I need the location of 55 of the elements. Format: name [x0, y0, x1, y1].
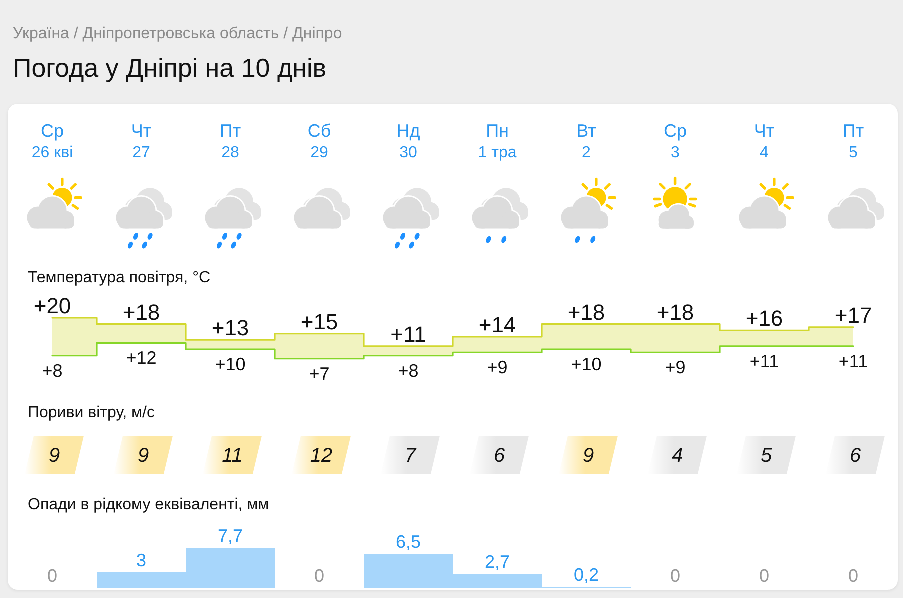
data-label: 9 — [138, 445, 150, 467]
y-axis-title: Опади в рідкому еквіваленті, мм — [28, 496, 270, 514]
x-tick-label: Ср 26 кві — [32, 121, 74, 162]
data-label: 0 — [759, 566, 770, 586]
data-label: +8 — [398, 360, 419, 381]
data-label: +15 — [300, 309, 338, 334]
x-tick-label: Вт 2 — [576, 121, 596, 162]
data-label: 11 — [222, 445, 243, 467]
data-label: +20 — [34, 294, 72, 318]
data-label: +10 — [571, 354, 602, 375]
x-tick-label: Сб 29 — [308, 121, 332, 162]
data-label: 6,5 — [396, 532, 422, 552]
data-label: 0 — [670, 566, 681, 586]
data-label: 0 — [314, 566, 325, 586]
x-tick-label: Чт 4 — [754, 121, 775, 162]
data-label: +11 — [838, 351, 868, 372]
data-label: +9 — [665, 358, 686, 378]
data-label: 6 — [494, 445, 506, 467]
data-label: 2,7 — [484, 552, 510, 572]
data-label: 0 — [848, 566, 859, 586]
data-label: +11 — [750, 351, 780, 372]
x-tick-label: Пт 28 — [220, 121, 242, 162]
data-label: +10 — [215, 354, 246, 375]
data-label: +11 — [390, 322, 426, 347]
data-label: 0 — [47, 566, 58, 586]
data-label: +17 — [834, 302, 872, 328]
x-tick-label: Чт 27 — [131, 121, 152, 162]
x-tick-label: Ср 3 — [664, 121, 688, 162]
data-label: 6 — [850, 445, 862, 467]
data-label: 12 — [310, 445, 333, 467]
data-label: +16 — [746, 306, 784, 332]
data-label: 3 — [136, 550, 147, 570]
x-tick-label: Нд 30 — [396, 121, 421, 162]
data-label: +13 — [212, 316, 250, 341]
data-label: 7,7 — [218, 526, 244, 546]
x-tick-label: Пн 1 тра — [478, 121, 517, 162]
data-label: +12 — [126, 348, 157, 368]
data-label: +7 — [309, 364, 330, 384]
x-tick-label: Пт 5 — [842, 121, 864, 162]
data-label: 7 — [404, 445, 417, 467]
chart-subtitle: Україна / Дніпропетровська область / Дніпро — [13, 26, 342, 42]
text: Пориви вітру, м/с — [28, 404, 155, 422]
data-label: 9 — [582, 445, 594, 467]
data-label: +8 — [42, 360, 63, 381]
data-label: +9 — [487, 358, 508, 378]
data-label: +18 — [122, 300, 160, 325]
data-label: +18 — [568, 300, 606, 325]
chart-title: Погода у Дніпрі на 10 днів — [13, 53, 327, 83]
data-label: +18 — [656, 300, 694, 325]
data-label: +14 — [478, 312, 516, 338]
data-label: 5 — [760, 445, 773, 467]
data-label: 9 — [48, 445, 60, 467]
y-axis-title: Температура повітря, °C — [28, 270, 211, 286]
data-label: 0,2 — [574, 564, 600, 585]
data-label: 4 — [672, 445, 684, 467]
